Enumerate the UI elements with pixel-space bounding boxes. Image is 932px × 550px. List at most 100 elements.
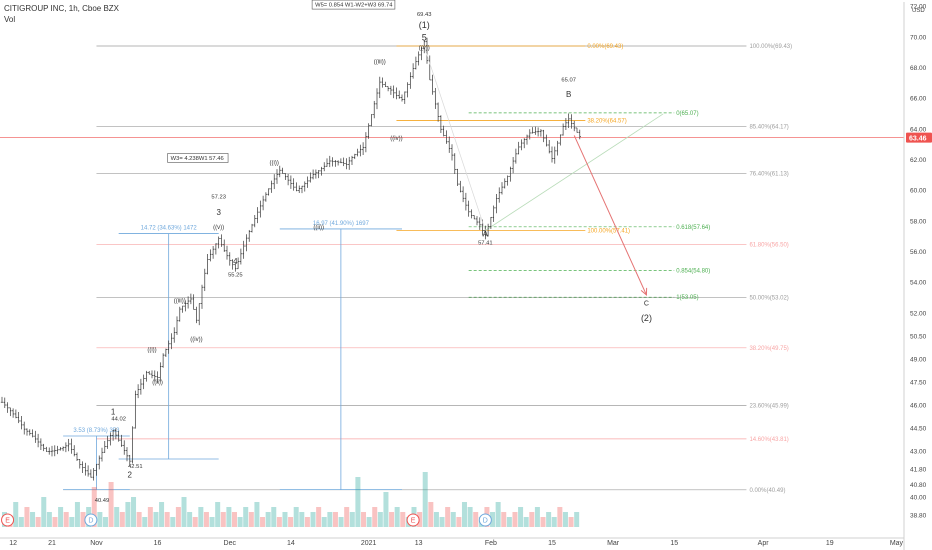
measure-label: 14.72 (34.63%) 1472	[141, 226, 198, 232]
price-note: 42.51	[128, 464, 143, 470]
time-tick-label: Dec	[224, 540, 237, 547]
wave-label: ((i))	[270, 161, 279, 167]
price-tick-label: 50.50	[910, 333, 927, 340]
volume-bar	[518, 507, 524, 527]
price-tick-label: 54.00	[910, 280, 927, 287]
volume-bar	[534, 507, 540, 527]
current-price-label: 63.46	[909, 136, 927, 143]
wave-label: 5	[422, 32, 427, 42]
volume-bar	[52, 517, 58, 527]
fib-level-label: 76.40%(61.13)	[749, 171, 788, 177]
wave-label: B	[566, 90, 571, 99]
volume-bar	[35, 517, 41, 527]
wave-label: 4	[233, 257, 238, 266]
volume-bar	[501, 512, 507, 527]
price-tick-label: 40.80	[910, 482, 927, 489]
event-marker-label: E	[411, 518, 416, 525]
volume-bar	[198, 507, 204, 527]
fib-level-label: 85.40%(64.17)	[749, 125, 788, 131]
event-marker-label: D	[88, 518, 93, 525]
volume-bar	[461, 502, 467, 527]
volume-bar	[293, 507, 299, 527]
price-tick-label: 44.50	[910, 425, 927, 432]
price-tick-label: 40.00	[910, 494, 927, 501]
time-axis[interactable]: 12 21 Nov 16 Dec 14 2021 13 Feb 15 Mar 15 Apr 19 May	[0, 537, 904, 547]
measure-label: 3.53 (8.73%) 353	[73, 428, 120, 434]
volume-bar	[288, 517, 294, 527]
price-tick-label: 58.00	[910, 218, 927, 225]
volume-bar	[254, 502, 260, 527]
volume-bar	[299, 512, 305, 527]
volume-bar	[276, 517, 282, 527]
price-axis[interactable]: 38.80 40.00 40.80 41.80 43.00 44.50 46.00 47.50…	[903, 2, 932, 550]
time-tick-label: Apr	[758, 540, 770, 547]
time-tick-label: Feb	[485, 540, 497, 547]
volume-bar	[361, 512, 367, 527]
fib-level-label: 23.60%(45.99)	[749, 403, 788, 409]
volume-bar	[557, 507, 563, 527]
volume-bar	[445, 507, 451, 527]
projection-arrow	[573, 135, 647, 296]
wave-label: ((i))	[147, 348, 156, 354]
volume-bar	[209, 517, 215, 527]
volume-bar	[422, 472, 428, 527]
fibonacci-extension-levels: 100.00%(69.43) 85.40%(64.17) 76.40%(61.13)…	[63, 44, 792, 494]
volume-bar	[69, 517, 75, 527]
volume-bar	[125, 502, 131, 527]
wave-label: ((ii))	[313, 225, 324, 231]
price-note: 57.41	[478, 240, 493, 246]
volume-bar	[41, 497, 47, 527]
volume-label: Vol	[4, 15, 16, 24]
price-note: 65.07	[561, 78, 576, 84]
volume-bar	[327, 512, 333, 527]
volume-bar	[546, 512, 552, 527]
volume-bar	[332, 512, 338, 527]
price-note: 40.49	[95, 498, 110, 504]
volume-bar	[91, 487, 97, 527]
volume-bar	[119, 512, 125, 527]
fibonacci-retracement-levels: 0.00%(69.43) 38.20%(64.57) 100.00%(57.41)	[396, 44, 630, 234]
wave-label: ((iii))	[174, 299, 186, 305]
volume-bar	[394, 507, 400, 527]
wave-label: A	[483, 230, 489, 239]
volume-bar	[248, 512, 254, 527]
volume-bar	[226, 507, 232, 527]
retracement-label: 0.00%(69.43)	[587, 44, 623, 50]
wave-label: ((iv))	[390, 136, 402, 142]
time-tick-label: 19	[826, 540, 834, 547]
volume-bar	[540, 517, 546, 527]
volume-bar	[321, 517, 327, 527]
wave-label: 1	[111, 408, 116, 417]
price-tick-label: 43.00	[910, 448, 927, 455]
volume-bar	[316, 507, 322, 527]
volume-bar	[512, 512, 518, 527]
volume-bar	[187, 512, 193, 527]
volume-bar	[377, 512, 383, 527]
volume-bar	[439, 517, 445, 527]
time-tick-label: 15	[670, 540, 678, 547]
price-note: 44.02	[111, 417, 126, 423]
retracement-label: 38.20%(64.57)	[587, 119, 626, 125]
fib-level-label: 38.20%(49.75)	[749, 346, 788, 352]
volume-bar	[164, 512, 170, 527]
price-tick-label: 47.50	[910, 379, 927, 386]
volume-bar	[80, 512, 86, 527]
volume-bar	[142, 517, 148, 527]
volume-bar	[366, 517, 372, 527]
event-marker	[478, 513, 492, 527]
volume-bar	[215, 502, 221, 527]
volume-bar	[523, 517, 529, 527]
volume-bar	[231, 512, 237, 527]
price-tick-label: 70.00	[910, 34, 927, 41]
time-tick-label: 2021	[361, 540, 377, 547]
fib-level-label: 61.80%(56.50)	[749, 242, 788, 248]
volume-bar	[271, 507, 277, 527]
time-tick-label: Nov	[90, 540, 103, 547]
fib-level-label: 50.00%(53.02)	[749, 296, 788, 302]
projection-arrow-head	[640, 287, 648, 296]
volume-bar	[265, 512, 271, 527]
projection-label: 0.618(57.64)	[676, 225, 710, 231]
time-tick-label: 21	[48, 540, 56, 547]
projection-label: 1(53.05)	[676, 295, 698, 301]
